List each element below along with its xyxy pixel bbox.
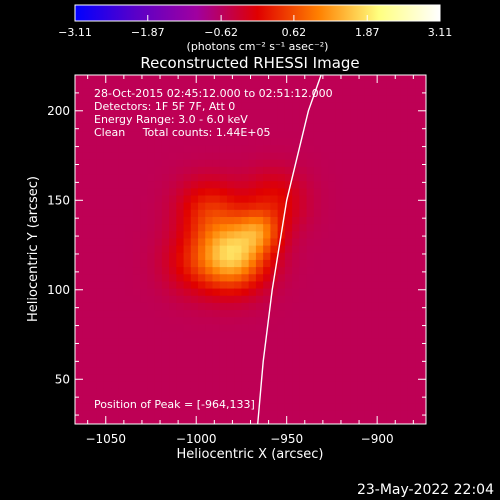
colorbar-tick-label: 3.11	[428, 26, 453, 39]
peak-position-label: Position of Peak = [-964,133]	[94, 398, 255, 411]
colorbar-tick-label: 1.87	[355, 26, 380, 39]
info-line-time: 28-Oct-2015 02:45:12.000 to 02:51:12.000	[94, 87, 333, 100]
y-tick-label: 100	[47, 283, 70, 297]
y-tick-label: 50	[55, 372, 70, 386]
colorbar-ticks: −3.11 −1.87 −0.62 0.62 1.87 3.11	[58, 15, 452, 39]
info-block: 28-Oct-2015 02:45:12.000 to 02:51:12.000…	[94, 87, 333, 139]
x-tick-label: −950	[270, 432, 303, 446]
chart-title: Reconstructed RHESSI Image	[140, 54, 359, 72]
y-tick-label: 150	[47, 193, 70, 207]
heatmap-image	[75, 75, 426, 424]
info-line-detectors: Detectors: 1F 5F 7F, Att 0	[94, 100, 235, 113]
colorbar	[74, 4, 441, 22]
colorbar-tick-label: −0.62	[204, 26, 238, 39]
x-tick-label: −1000	[176, 432, 217, 446]
info-line-counts: Clean Total counts: 1.44E+05	[94, 126, 271, 139]
solar-limb-line	[257, 75, 322, 424]
axis-ticks: −1050 −1000 −950 −900 50 100 150 200	[47, 74, 426, 446]
info-line-energy: Energy Range: 3.0 - 6.0 keV	[94, 113, 248, 126]
x-tick-label: −1050	[85, 432, 126, 446]
y-tick-label: 200	[47, 104, 70, 118]
colorbar-unit-label: (photons cm⁻² s⁻¹ asec⁻²)	[187, 40, 329, 53]
footer-date: 23-May-2022 22:04	[357, 482, 494, 498]
x-tick-label: −900	[361, 432, 394, 446]
y-axis-label: Heliocentric Y (arcsec)	[26, 176, 41, 322]
colorbar-tick-label: −1.87	[131, 26, 165, 39]
colorbar-tick-label: −3.11	[58, 26, 92, 39]
x-axis-label: Heliocentric X (arcsec)	[177, 447, 324, 462]
colorbar-tick-label: 0.62	[282, 26, 307, 39]
